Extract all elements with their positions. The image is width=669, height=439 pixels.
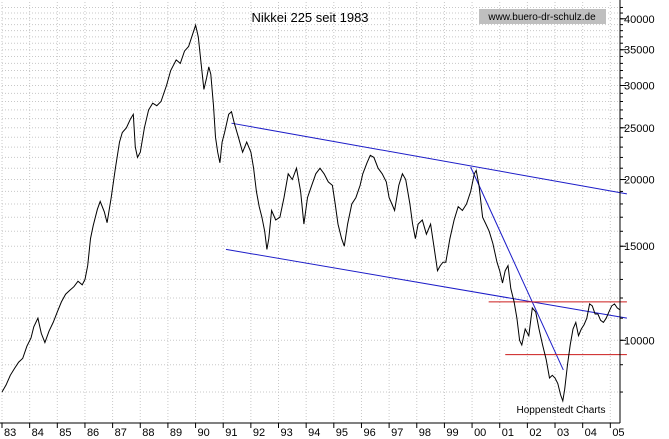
- x-tick-label: 87: [115, 427, 127, 439]
- x-tick-label: 95: [336, 427, 348, 439]
- x-tick-label: 99: [446, 427, 458, 439]
- x-tick-label: 96: [363, 427, 375, 439]
- x-tick-label: 83: [4, 427, 16, 439]
- x-tick-label: 90: [198, 427, 210, 439]
- x-tick-label: 04: [585, 427, 597, 439]
- y-tick-label: 35000: [624, 45, 655, 57]
- trendline: [231, 122, 628, 195]
- y-tick-label: 15000: [624, 241, 655, 253]
- x-tick-label: 01: [502, 427, 514, 439]
- trendlines: [225, 122, 628, 371]
- plot-background: [0, 0, 620, 423]
- x-tick-label: 85: [59, 427, 71, 439]
- x-tick-label: 98: [419, 427, 431, 439]
- x-tick-label: 93: [281, 427, 293, 439]
- nikkei-price-line: [1, 23, 621, 403]
- x-tick-label: 94: [308, 427, 320, 439]
- x-tick-label: 89: [170, 427, 182, 439]
- chart-title: Nikkei 225 seit 1983: [251, 10, 368, 25]
- x-tick-label: 86: [87, 427, 99, 439]
- y-axis-ticks: 10000 15000 20000 25000 30000 35000 40000: [620, 6, 655, 393]
- x-tick-label: 03: [557, 427, 569, 439]
- trendline: [470, 166, 564, 371]
- y-tick-label: 25000: [624, 123, 655, 135]
- x-tick-label: 88: [142, 427, 154, 439]
- y-tick-label: 10000: [624, 335, 655, 347]
- trendline: [225, 248, 627, 319]
- grid-lines: [1, 2, 620, 423]
- x-tick-label: 02: [529, 427, 541, 439]
- x-tick-label: 92: [253, 427, 265, 439]
- y-tick-label: 20000: [624, 175, 655, 187]
- x-tick-label: 00: [474, 427, 486, 439]
- x-tick-label: 97: [391, 427, 403, 439]
- chart-credit: Hoppenstedt Charts: [517, 405, 606, 416]
- x-tick-label: 84: [32, 427, 44, 439]
- x-tick-label: 91: [225, 427, 237, 439]
- x-tick-label: 05: [612, 427, 624, 439]
- y-tick-label: 40000: [624, 14, 655, 26]
- source-label-bg: [479, 9, 606, 24]
- source-label[interactable]: www.buero-dr-schulz.de: [487, 12, 596, 23]
- x-axis-ticks: 83 84 85 86 87 88 89 90 91 92 93 94 95 96 97 98 99 00 01 02…: [1, 423, 625, 439]
- y-tick-label: 30000: [624, 80, 655, 92]
